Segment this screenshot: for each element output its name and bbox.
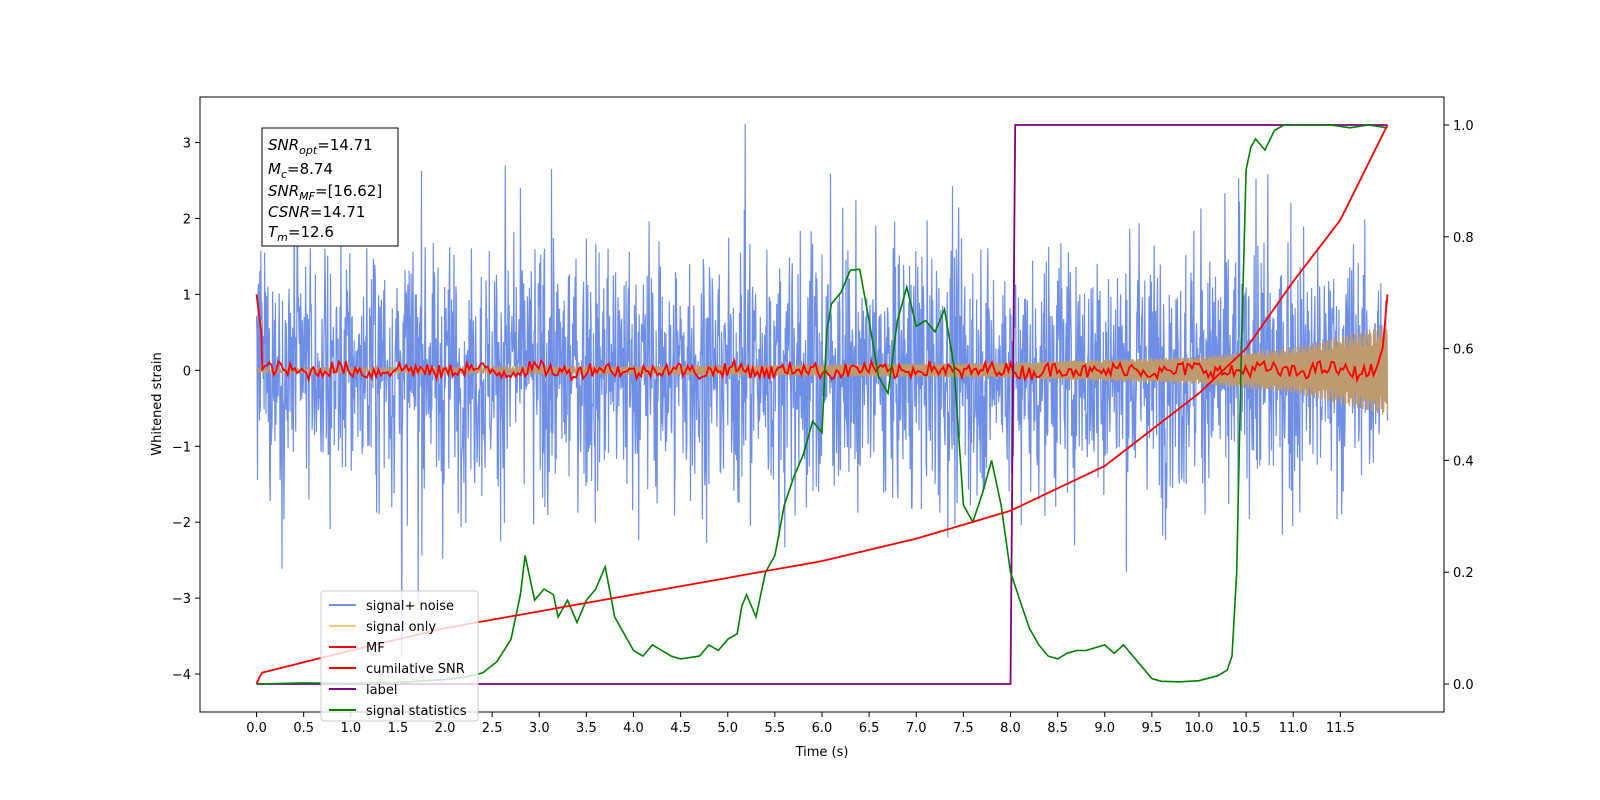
x-tick-label: 4.5 (670, 721, 691, 736)
y-tick-label: 0 (183, 364, 191, 379)
y-tick-label: −1 (172, 440, 191, 455)
x-tick-label: 7.0 (906, 721, 927, 736)
y2-tick-label: 0.0 (1453, 678, 1474, 693)
y2-tick-label: 0.8 (1453, 231, 1474, 246)
legend-entry: signal+ noise (366, 599, 454, 614)
x-tick-label: 2.0 (435, 721, 456, 736)
annotation-mc: Mc=8.74 (268, 160, 333, 181)
y-tick-label: 3 (183, 137, 191, 152)
x-tick-label: 8.5 (1047, 721, 1068, 736)
legend-entry: cumilative SNR (366, 662, 465, 677)
x-axis-label: Time (s) (795, 745, 849, 760)
y-tick-label: 2 (183, 212, 191, 227)
x-tick-label: 10.0 (1184, 721, 1213, 736)
annotation-snr-mf: SNRMF=[16.62] (268, 182, 382, 203)
legend-entry: MF (366, 641, 385, 656)
series-label (256, 124, 1388, 685)
y2-tick-label: 0.6 (1453, 343, 1474, 358)
x-axis-ticks: 0.0 0.5 1.0 1.5 2.0 2.5 3.0 3.5 4.0 4.5 5.0 5.5 6.0 6… (246, 712, 1355, 736)
x-tick-label: 8.0 (1000, 721, 1021, 736)
annotation-tm: Tm=12.6 (268, 223, 334, 244)
y2-tick-label: 0.4 (1453, 454, 1474, 469)
y-axis-label: Whitened strain (150, 352, 165, 455)
x-tick-label: 7.5 (953, 721, 974, 736)
series-mf (255, 294, 1389, 384)
legend-entry: label (366, 683, 397, 698)
x-tick-label: 0.0 (246, 721, 267, 736)
x-tick-label: 11.5 (1326, 721, 1355, 736)
x-tick-label: 5.5 (765, 721, 786, 736)
x-tick-label: 5.0 (717, 721, 738, 736)
x-tick-label: 10.5 (1232, 721, 1261, 736)
y2-tick-label: 0.2 (1453, 566, 1474, 581)
y-axis-ticks: 3 2 1 0 −1 −2 −3 −4 (172, 137, 200, 683)
y-tick-label: −3 (172, 592, 191, 607)
x-tick-label: 3.0 (529, 721, 550, 736)
series-signal-noise (255, 123, 1389, 658)
x-tick-label: 2.5 (482, 721, 503, 736)
x-tick-label: 1.0 (340, 721, 361, 736)
y2-axis-ticks: 1.0 0.8 0.6 0.4 0.2 0.0 (1444, 119, 1474, 693)
x-tick-label: 11.0 (1279, 721, 1308, 736)
x-tick-label: 1.5 (388, 721, 409, 736)
annotation-snr-opt: SNRopt=14.71 (268, 136, 373, 157)
x-tick-label: 3.5 (576, 721, 597, 736)
y-tick-label: 1 (183, 288, 191, 303)
legend-entry: signal only (366, 620, 436, 635)
legend: signal+ noise signal only MF cumilative SNR… (320, 590, 479, 722)
x-tick-label: 6.5 (859, 721, 880, 736)
x-tick-label: 9.0 (1094, 721, 1115, 736)
y-tick-label: −4 (172, 668, 191, 683)
y2-tick-label: 1.0 (1453, 119, 1474, 134)
x-tick-label: 0.5 (293, 721, 314, 736)
series-signal-statistics (256, 124, 1388, 685)
y-tick-label: −2 (172, 516, 191, 531)
legend-entry: signal statistics (366, 704, 467, 719)
annotation-box: SNRopt=14.71 Mc=8.74 SNRMF=[16.62] CSNR=… (261, 127, 399, 247)
x-tick-label: 9.5 (1142, 721, 1163, 736)
x-tick-label: 6.0 (812, 721, 833, 736)
annotation-csnr: CSNR=14.71 (268, 203, 365, 221)
x-tick-label: 4.0 (623, 721, 644, 736)
series-signal-only (255, 325, 1389, 415)
